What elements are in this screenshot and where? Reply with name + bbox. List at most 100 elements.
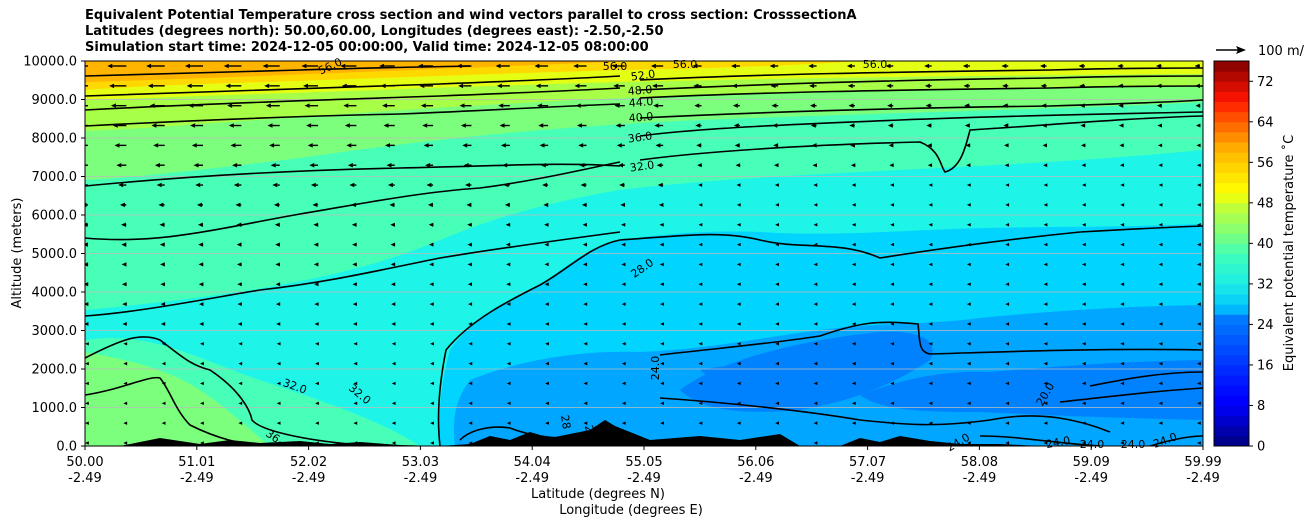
- wind-arrow: [543, 202, 549, 208]
- wind-arrow-head-icon: [346, 143, 352, 148]
- contour-line: [659, 321, 1203, 356]
- wind-arrow: [146, 63, 165, 69]
- wind-arrow-head-icon: [698, 223, 703, 227]
- wind-arrow: [657, 182, 664, 188]
- wind-arrow-head-icon: [534, 63, 540, 69]
- wind-arrow-head-icon: [1158, 421, 1163, 425]
- wind-arrow-head-icon: [227, 103, 233, 108]
- wind-arrow: [273, 202, 280, 208]
- wind-arrow: [1120, 361, 1125, 366]
- wind-arrow-head-icon: [621, 401, 626, 406]
- wind-arrow-head-icon: [349, 182, 355, 188]
- colorbar-swatch: [1214, 212, 1249, 224]
- wind-arrow-head-icon: [146, 63, 152, 69]
- colorbar-swatch: [1214, 253, 1249, 265]
- wind-arrow-head-icon: [382, 103, 388, 108]
- wind-arrow: [812, 163, 817, 168]
- wind-arrow-head-icon: [1158, 342, 1163, 346]
- wind-arrow-head-icon: [506, 401, 511, 406]
- colorbar-swatch: [1214, 375, 1249, 386]
- wind-arrow-head-icon: [698, 421, 703, 425]
- wind-arrow: [422, 123, 434, 128]
- wind-arrow: [237, 282, 242, 287]
- wind-arrow-head-icon: [499, 123, 505, 128]
- wind-arrow: [736, 441, 741, 445]
- wind-arrow-head-icon: [110, 103, 116, 108]
- wind-arrow: [122, 322, 127, 326]
- wind-arrow-head-icon: [698, 322, 703, 326]
- wind-arrow: [735, 163, 741, 168]
- wind-arrow-head-icon: [771, 103, 777, 108]
- wind-arrow-head-icon: [160, 322, 166, 326]
- wind-arrow-head-icon: [122, 302, 127, 307]
- wind-arrow-head-icon: [733, 123, 739, 128]
- wind-arrow-head-icon: [775, 302, 780, 306]
- wind-arrow-head-icon: [458, 83, 464, 89]
- wind-arrow: [188, 103, 204, 108]
- wind-arrow: [731, 83, 740, 89]
- wind-arrow: [539, 143, 549, 148]
- wind-arrow-head-icon: [184, 63, 190, 69]
- wind-arrow: [313, 242, 319, 247]
- wind-arrow: [734, 143, 740, 148]
- wind-arrow-head-icon: [85, 282, 89, 287]
- wind-arrow: [545, 342, 549, 346]
- wind-arrow: [736, 381, 741, 386]
- contour-line: [437, 225, 1203, 446]
- wind-arrow-head-icon: [928, 421, 933, 425]
- wind-arrow-head-icon: [237, 302, 242, 307]
- wind-arrow: [1005, 203, 1010, 207]
- wind-arrow-head-icon: [890, 282, 895, 286]
- wind-arrow: [615, 123, 625, 128]
- wind-arrow-head-icon: [1080, 143, 1086, 148]
- wind-arrow-head-icon: [1005, 262, 1010, 267]
- wind-arrow-head-icon: [656, 162, 662, 168]
- wind-arrow: [463, 162, 472, 168]
- wind-arrow: [1196, 163, 1201, 167]
- wind-arrow-head-icon: [813, 421, 818, 425]
- wind-arrow: [851, 282, 856, 286]
- wind-arrow-head-icon: [775, 203, 780, 207]
- wind-arrow: [85, 144, 88, 147]
- wind-arrow-head-icon: [1197, 421, 1201, 425]
- wind-arrow-head-icon: [238, 361, 243, 366]
- colorbar-tick-label: 64: [1257, 115, 1274, 130]
- wind-arrow-head-icon: [545, 441, 549, 445]
- wind-arrow: [694, 103, 702, 108]
- wind-arrow-head-icon: [191, 143, 197, 148]
- wind-arrow: [423, 143, 434, 148]
- fill-region-c20: [860, 360, 1203, 420]
- wind-arrow: [160, 262, 165, 267]
- wind-arrow: [890, 421, 895, 425]
- wind-arrow: [430, 441, 434, 445]
- wind-arrow-head-icon: [78, 163, 83, 168]
- wind-arrow: [698, 401, 703, 406]
- wind-arrow-head-icon: [660, 342, 664, 346]
- wind-arrow-head-icon: [653, 103, 659, 108]
- wind-arrow-head-icon: [731, 83, 737, 89]
- wind-arrow-head-icon: [199, 322, 204, 326]
- wind-arrow-head-icon: [274, 222, 280, 227]
- wind-arrow-head-icon: [85, 202, 87, 208]
- wind-arrow-head-icon: [312, 202, 318, 208]
- wind-arrow-head-icon: [1120, 282, 1125, 286]
- wind-arrow: [459, 103, 472, 108]
- wind-arrow: [813, 242, 818, 247]
- wind-arrow: [503, 182, 510, 188]
- wind-arrow: [380, 83, 395, 89]
- wind-arrow: [352, 302, 357, 306]
- wind-arrow-head-icon: [652, 83, 658, 89]
- wind-arrow-head-icon: [149, 103, 155, 108]
- wind-arrow: [1197, 242, 1201, 247]
- contour-label: 48.0: [627, 83, 653, 98]
- wind-arrow: [274, 222, 280, 227]
- wind-arrow-head-icon: [615, 123, 621, 128]
- wind-arrow-head-icon: [698, 282, 703, 286]
- wind-arrow: [621, 282, 626, 287]
- wind-arrow: [236, 242, 242, 247]
- wind-arrow-head-icon: [85, 361, 89, 366]
- wind-arrow-head-icon: [391, 342, 396, 346]
- wind-arrow: [653, 103, 664, 108]
- wind-arrow: [583, 361, 588, 366]
